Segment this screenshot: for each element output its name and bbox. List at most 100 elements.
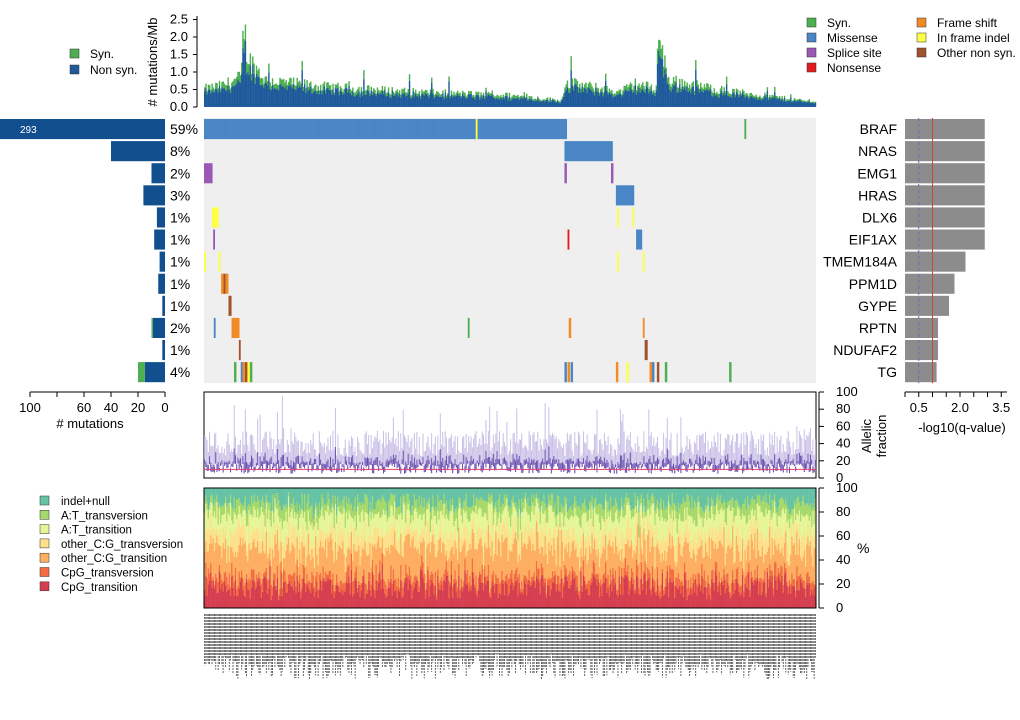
rate-syn-bar: [312, 88, 315, 93]
spectrum-segment: [634, 492, 637, 507]
spectrum-segment: [485, 584, 487, 608]
rate-syn-bar: [435, 91, 438, 96]
spectrum-segment: [476, 497, 479, 515]
gene-count-xlabel: # mutations: [56, 416, 124, 431]
spectrum-segment: [385, 502, 387, 511]
spectrum-segment: [554, 549, 556, 572]
spectrum-segment: [466, 551, 469, 570]
rate-syn-bar: [326, 82, 328, 89]
rate-nonsyn-bar: [269, 88, 271, 107]
rate-nonsyn-bar: [570, 70, 572, 107]
tg-mutation-cell: [664, 362, 668, 383]
rate-nonsyn-bar: [687, 92, 690, 107]
rate-nonsyn-bar: [206, 94, 208, 107]
spectrum-segment: [376, 514, 379, 527]
spectrum-segment: [222, 505, 224, 515]
spectrum-segment: [575, 501, 577, 516]
spectrum-segment: [348, 488, 350, 498]
rate-syn-bar: [764, 92, 766, 96]
rptn-frameshift-cell: [568, 317, 572, 338]
spectrum-segment: [558, 522, 560, 530]
spectrum-segment: [350, 525, 353, 533]
rate-syn-bar: [534, 98, 537, 101]
spectrum-segment: [588, 546, 591, 581]
spectrum-segment: [629, 528, 632, 547]
mutation-matrix: [204, 118, 816, 384]
spectrum-segment: [305, 565, 307, 585]
braf-missense-cell: [311, 119, 313, 140]
spectrum-segment: [250, 548, 253, 569]
spectrum-segment: [635, 545, 638, 560]
spectrum-segment: [596, 555, 598, 575]
rate-syn-bar: [751, 94, 754, 98]
spectrum-segment: [464, 558, 466, 571]
spectrum-segment: [342, 595, 344, 608]
rate-nonsyn-bar: [672, 85, 675, 107]
spectrum-segment: [318, 488, 321, 503]
spectrum-segment: [264, 553, 266, 572]
rate-syn-bar: [418, 91, 421, 95]
spectrum-segment: [224, 571, 227, 586]
spectrum-segment: [377, 573, 380, 583]
spectrum-segment: [328, 570, 331, 580]
spectrum-segment: [512, 503, 514, 525]
spectrum-segment: [238, 571, 241, 589]
spectrum-segment: [442, 581, 444, 591]
spectrum-segment: [516, 532, 518, 540]
spectrum-segment: [287, 537, 290, 575]
spectrum-segment: [247, 589, 249, 608]
spectrum-segment: [228, 502, 231, 516]
spectrum-segment: [403, 577, 406, 583]
spectrum-segment: [403, 505, 406, 529]
braf-missense-cell: [343, 119, 345, 140]
spectrum-segment: [601, 516, 603, 536]
mutation-legend-label: Splice site: [827, 46, 882, 60]
rate-syn-bar: [693, 90, 696, 95]
rate-syn-bar: [265, 76, 268, 84]
rate-nonsyn-bar: [348, 85, 350, 107]
spectrum-segment: [275, 585, 278, 590]
spectrum-segment: [254, 582, 257, 590]
spectrum-segment: [572, 488, 575, 504]
spectrum-segment: [379, 547, 381, 561]
spectrum-segment: [308, 590, 311, 608]
rptn-frameshift-cell: [231, 317, 240, 338]
rate-nonsyn-bar: [529, 99, 532, 107]
rate-nonsyn-bar: [204, 91, 206, 107]
braf-missense-cell: [261, 119, 264, 140]
spectrum-segment: [381, 495, 384, 515]
spectrum-segment: [495, 524, 497, 532]
spectrum-segment: [258, 553, 260, 572]
rate-syn-bar: [443, 96, 445, 99]
spectrum-segment: [554, 517, 556, 531]
spectrum-segment: [628, 497, 630, 506]
spectrum-segment: [387, 578, 390, 588]
spectrum-segment: [547, 563, 549, 580]
spectrum-segment: [482, 516, 485, 553]
spectrum-segment: [347, 488, 349, 504]
rate-nonsyn-bar: [595, 87, 597, 107]
spectrum-segment: [593, 524, 596, 540]
braf-missense-cell: [266, 119, 269, 140]
spectrum-segment: [605, 535, 607, 562]
spectrum-segment: [419, 488, 422, 506]
spectrum-segment: [394, 501, 396, 516]
spectrum-segment: [489, 533, 491, 548]
spectrum-segment: [310, 488, 312, 506]
rate-syn-bar: [323, 81, 326, 87]
spectrum-segment: [213, 511, 216, 533]
spectrum-segment: [433, 532, 435, 545]
spectrum-segment: [431, 534, 433, 542]
spectrum-segment: [588, 594, 591, 608]
spectrum-segment: [555, 565, 558, 585]
spectrum-segment: [337, 488, 339, 497]
rate-syn-bar: [628, 84, 630, 91]
spectrum-segment: [364, 598, 366, 608]
rate-nonsyn-bar: [477, 95, 480, 107]
spectrum-segment: [580, 571, 582, 608]
spectrum-segment: [608, 585, 611, 597]
gene-name-label: TG: [878, 364, 897, 380]
spectrum-segment: [612, 522, 614, 531]
braf-missense-cell: [359, 119, 361, 140]
